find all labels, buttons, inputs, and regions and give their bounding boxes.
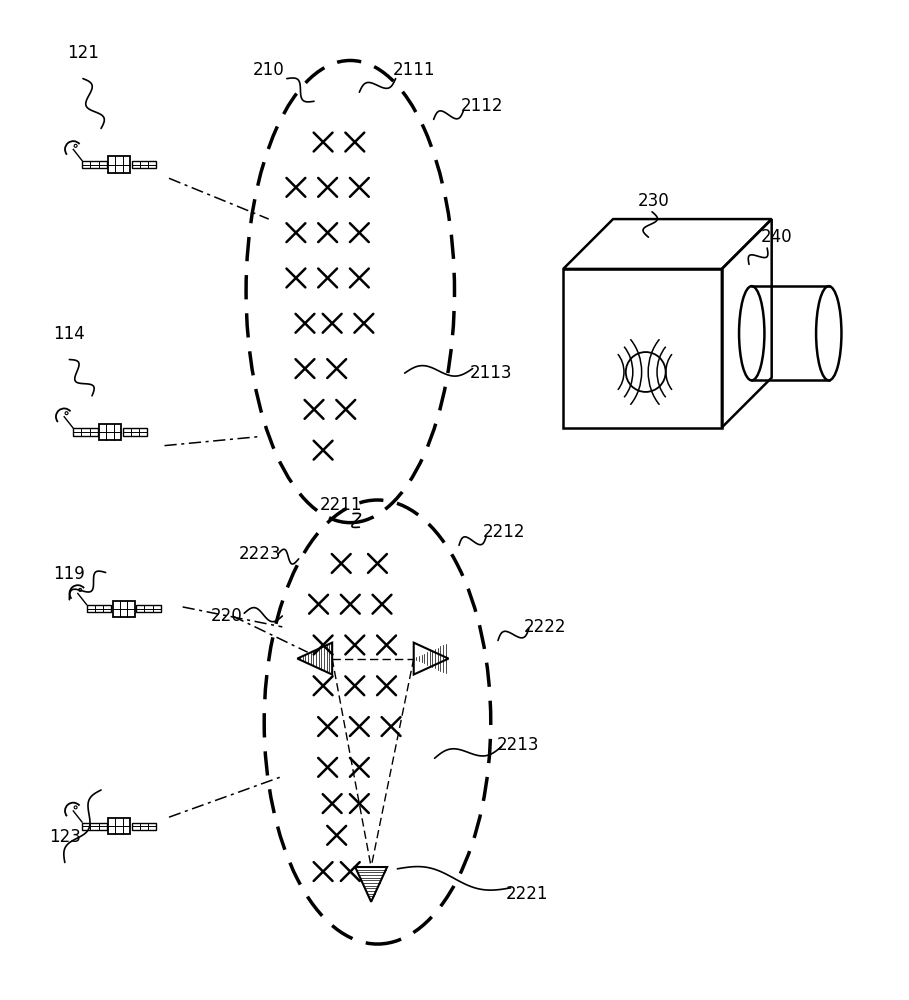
Bar <box>136 605 161 612</box>
Text: 2211: 2211 <box>320 496 363 514</box>
Bar <box>73 428 98 436</box>
Text: 240: 240 <box>761 228 792 246</box>
Text: 2112: 2112 <box>461 97 503 115</box>
Text: 119: 119 <box>54 565 85 583</box>
Bar <box>123 428 147 436</box>
Text: 2223: 2223 <box>238 545 281 563</box>
Bar <box>132 161 156 168</box>
Text: 210: 210 <box>253 61 285 79</box>
Text: 2221: 2221 <box>505 885 548 903</box>
Text: 2212: 2212 <box>483 523 525 541</box>
Bar <box>82 161 107 168</box>
Bar <box>82 823 107 830</box>
Bar <box>132 823 156 830</box>
Text: 2222: 2222 <box>524 618 566 636</box>
Text: 123: 123 <box>49 828 81 846</box>
Text: 230: 230 <box>638 192 670 210</box>
Text: 2111: 2111 <box>393 61 435 79</box>
Text: 2213: 2213 <box>496 736 539 754</box>
Text: 220: 220 <box>210 607 242 625</box>
Text: 2113: 2113 <box>470 364 512 382</box>
Text: 121: 121 <box>67 44 99 62</box>
Bar <box>86 605 112 612</box>
Text: 114: 114 <box>54 325 85 343</box>
